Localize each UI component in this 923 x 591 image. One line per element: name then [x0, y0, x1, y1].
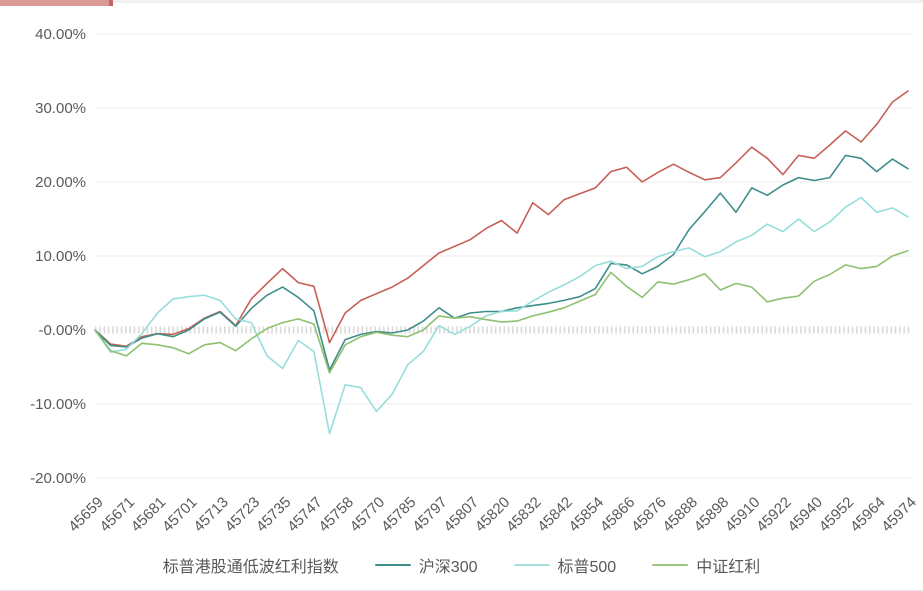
legend-item-标普500[interactable]: 标普500: [513, 553, 617, 577]
x-axis-label: 45671: [97, 494, 139, 536]
series-line-沪深300: [94, 154, 909, 371]
performance-line-chart: 40.00% 30.00% 20.00% 10.00% -0.00% -10.00% -20…: [30, 26, 920, 536]
x-axis-label: 45723: [222, 494, 264, 536]
x-axis-label: 45747: [284, 494, 326, 536]
x-axis-label: 45713: [190, 494, 232, 536]
x-axis-label: 45866: [597, 494, 639, 536]
series-line-标普港股通低波红利指数: [94, 90, 909, 348]
y-axis-label: 30.00%: [35, 100, 86, 117]
x-axis-label: 45681: [128, 494, 170, 536]
x-axis-label: 45735: [253, 494, 295, 536]
x-axis-label: 45952: [816, 494, 858, 536]
y-axis-label: 40.00%: [35, 26, 86, 43]
legend-swatch: [652, 564, 689, 566]
x-axis-label: 45758: [315, 494, 357, 536]
legend-label: 中证红利: [696, 559, 761, 576]
legend-item-中证红利[interactable]: 中证红利: [652, 553, 760, 577]
x-axis-label: 45898: [691, 494, 733, 536]
x-axis-label: 45974: [878, 494, 920, 536]
legend-label: 沪深300: [418, 559, 478, 576]
y-axis-label: 20.00%: [35, 174, 86, 191]
chart-legend: 标普港股通低波红利指数 沪深300 标普500 中证红利: [0, 553, 923, 577]
top-strip: [0, 0, 923, 3]
x-axis-label: 45842: [534, 494, 576, 536]
y-axis-label: 10.00%: [35, 248, 86, 265]
x-axis-label: 45659: [65, 494, 107, 536]
x-axis-label: 45876: [628, 494, 670, 536]
x-axis-label: 45854: [566, 494, 608, 536]
x-axis-label: 45910: [722, 494, 764, 536]
x-axis-label: 45797: [409, 494, 451, 536]
x-axis-label: 45820: [472, 494, 514, 536]
progress-bar-tip: [109, 0, 113, 6]
x-axis-label: 45770: [347, 494, 389, 536]
x-axis-label: 45701: [159, 494, 201, 536]
legend-swatch: [513, 564, 550, 566]
y-axis-label: -20.00%: [30, 470, 86, 487]
x-axis-label: 45922: [753, 494, 795, 536]
x-axis-label: 45785: [378, 494, 420, 536]
series-line-标普500: [94, 196, 909, 435]
x-axis-label: 45940: [785, 494, 827, 536]
x-axis-label: 45888: [659, 494, 701, 536]
legend-label: 标普500: [557, 559, 617, 576]
y-axis-label: -10.00%: [30, 396, 86, 413]
progress-bar: [0, 0, 112, 6]
legend-item-标普港股通低波红利指数[interactable]: 标普港股通低波红利指数: [163, 553, 339, 577]
x-axis-label: 45964: [847, 494, 889, 536]
legend-item-沪深300[interactable]: 沪深300: [374, 553, 478, 577]
legend-swatch: [374, 564, 411, 566]
series-line-中证红利: [94, 250, 909, 374]
x-axis-label: 45807: [441, 494, 483, 536]
x-axis-label: 45832: [503, 494, 545, 536]
legend-label: 标普港股通低波红利指数: [162, 559, 339, 576]
y-axis-label: -0.00%: [38, 322, 86, 339]
